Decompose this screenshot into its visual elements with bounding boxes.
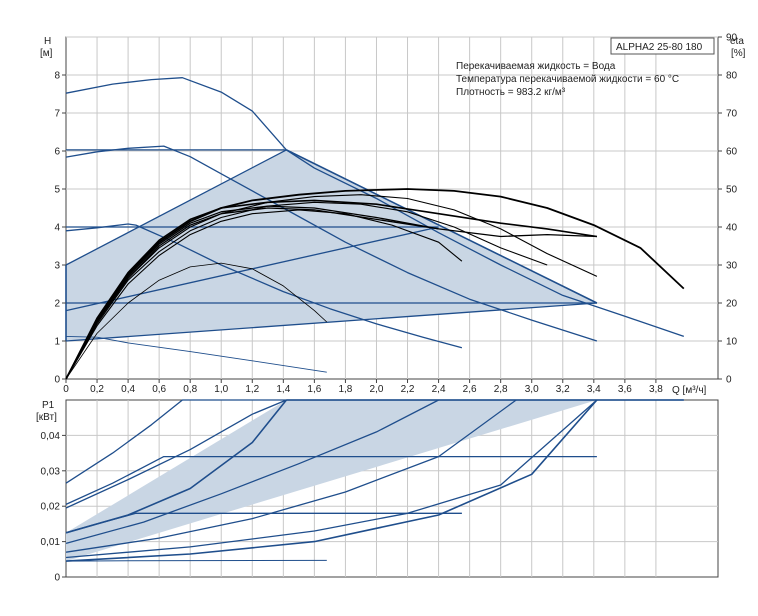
head-ytick-label: 3: [54, 261, 60, 272]
head-xtick-label: 1,8: [338, 384, 352, 395]
head-y2tick-label: 0: [726, 375, 732, 386]
head-y2tick-label: 50: [726, 185, 738, 196]
head-curve-16: [65, 199, 598, 380]
head-ytick-label: 5: [54, 185, 60, 196]
head-axis-label: H: [44, 36, 51, 47]
power-chart-axes: 0 0,01 0,02 0,03 0,04: [41, 431, 66, 584]
power-ytick-label: 0,03: [41, 466, 61, 477]
temperature-info: Температура перекачиваемой жидкости = 60…: [456, 74, 679, 85]
head-xtick-label: 2,0: [370, 384, 384, 395]
head-y2tick-label: 20: [726, 299, 738, 310]
head-y2tick-label: 40: [726, 223, 738, 234]
head-xtick-label: 1,6: [307, 384, 321, 395]
power-curve-9: [65, 399, 598, 562]
eta-axis-label: eta: [730, 36, 744, 47]
head-y2tick-label: 80: [726, 71, 738, 82]
head-xtick-label: 2,2: [401, 384, 415, 395]
head-ytick-label: 7: [54, 109, 60, 120]
head-curve-19: [65, 262, 328, 380]
power-operating-area: [66, 400, 597, 562]
head-xtick-label: 0,4: [121, 384, 135, 395]
head-ytick-label: 0: [54, 375, 60, 386]
power-curve-4: [65, 399, 287, 509]
head-curve-10: [286, 149, 598, 304]
power-curve-8: [65, 399, 598, 559]
power-axis-label: P1: [42, 400, 55, 411]
head-ytick-label: 8: [54, 71, 60, 82]
power-curve-6: [65, 399, 439, 545]
power-curve-1: [65, 455, 597, 505]
power-chart-shaded-region: [66, 400, 597, 562]
flow-axis-label: Q [м³/ч]: [672, 385, 707, 396]
head-curve-2: [65, 223, 463, 349]
power-ytick-label: 0,02: [41, 502, 61, 513]
head-curve-7: [65, 302, 597, 342]
model-label: ALPHA2 25-80 180: [616, 42, 703, 53]
head-xtick-label: 0,6: [152, 384, 166, 395]
head-chart-series: [65, 77, 685, 380]
head-ytick-label: 4: [54, 223, 60, 234]
head-ytick-label: 1: [54, 337, 60, 348]
head-curve-12: [65, 188, 685, 380]
head-xtick-label: 3,0: [525, 384, 539, 395]
head-xtick-label: 3,2: [556, 384, 570, 395]
head-xtick-label: 1,2: [245, 384, 259, 395]
head-xtick-label: 3,6: [618, 384, 632, 395]
head-ytick-label: 6: [54, 147, 60, 158]
density-info: Плотность = 983.2 кг/м³: [456, 87, 566, 98]
power-curve-7: [65, 399, 517, 553]
head-xtick-label: 0: [63, 384, 69, 395]
power-ytick-label: 0: [54, 573, 60, 584]
head-xtick-label: 2,4: [432, 384, 446, 395]
head-xtick-label: 2,8: [494, 384, 508, 395]
head-curve-0: [65, 77, 685, 338]
power-ytick-label: 0,04: [41, 431, 61, 442]
head-y2tick-label: 10: [726, 337, 738, 348]
head-curve-15: [65, 209, 463, 380]
head-curve-17: [65, 205, 597, 380]
head-axis-unit: [м]: [40, 48, 53, 59]
head-ytick-label: 2: [54, 299, 60, 310]
head-xtick-label: 0,8: [183, 384, 197, 395]
head-curve-3: [65, 335, 327, 373]
head-y2tick-label: 30: [726, 261, 738, 272]
head-xtick-label: 0,2: [90, 384, 104, 395]
head-curve-18: [65, 207, 439, 380]
head-xtick-label: 3,4: [587, 384, 601, 395]
head-y2tick-label: 60: [726, 147, 738, 158]
head-xtick-label: 2,6: [463, 384, 477, 395]
power-axis-unit: [кВт]: [36, 412, 57, 423]
power-ytick-label: 0,01: [41, 537, 61, 548]
head-xtick-label: 3,8: [649, 384, 663, 395]
head-xtick-label: 1,0: [214, 384, 228, 395]
head-y2tick-label: 90: [726, 33, 738, 44]
model-label-box: [610, 37, 715, 55]
fluid-info: Перекачиваемая жидкость = Вода: [456, 61, 616, 72]
power-chart-series: [65, 399, 684, 562]
power-curve-5: [65, 399, 288, 534]
head-chart-shaded-region: [66, 149, 597, 341]
head-xtick-label: 1,4: [276, 384, 290, 395]
eta-axis-unit: [%]: [731, 48, 746, 59]
head-operating-area: [66, 149, 597, 341]
head-y2tick-label: 70: [726, 109, 738, 120]
power-curve-3: [65, 559, 327, 562]
head-curve-9: [65, 149, 287, 266]
